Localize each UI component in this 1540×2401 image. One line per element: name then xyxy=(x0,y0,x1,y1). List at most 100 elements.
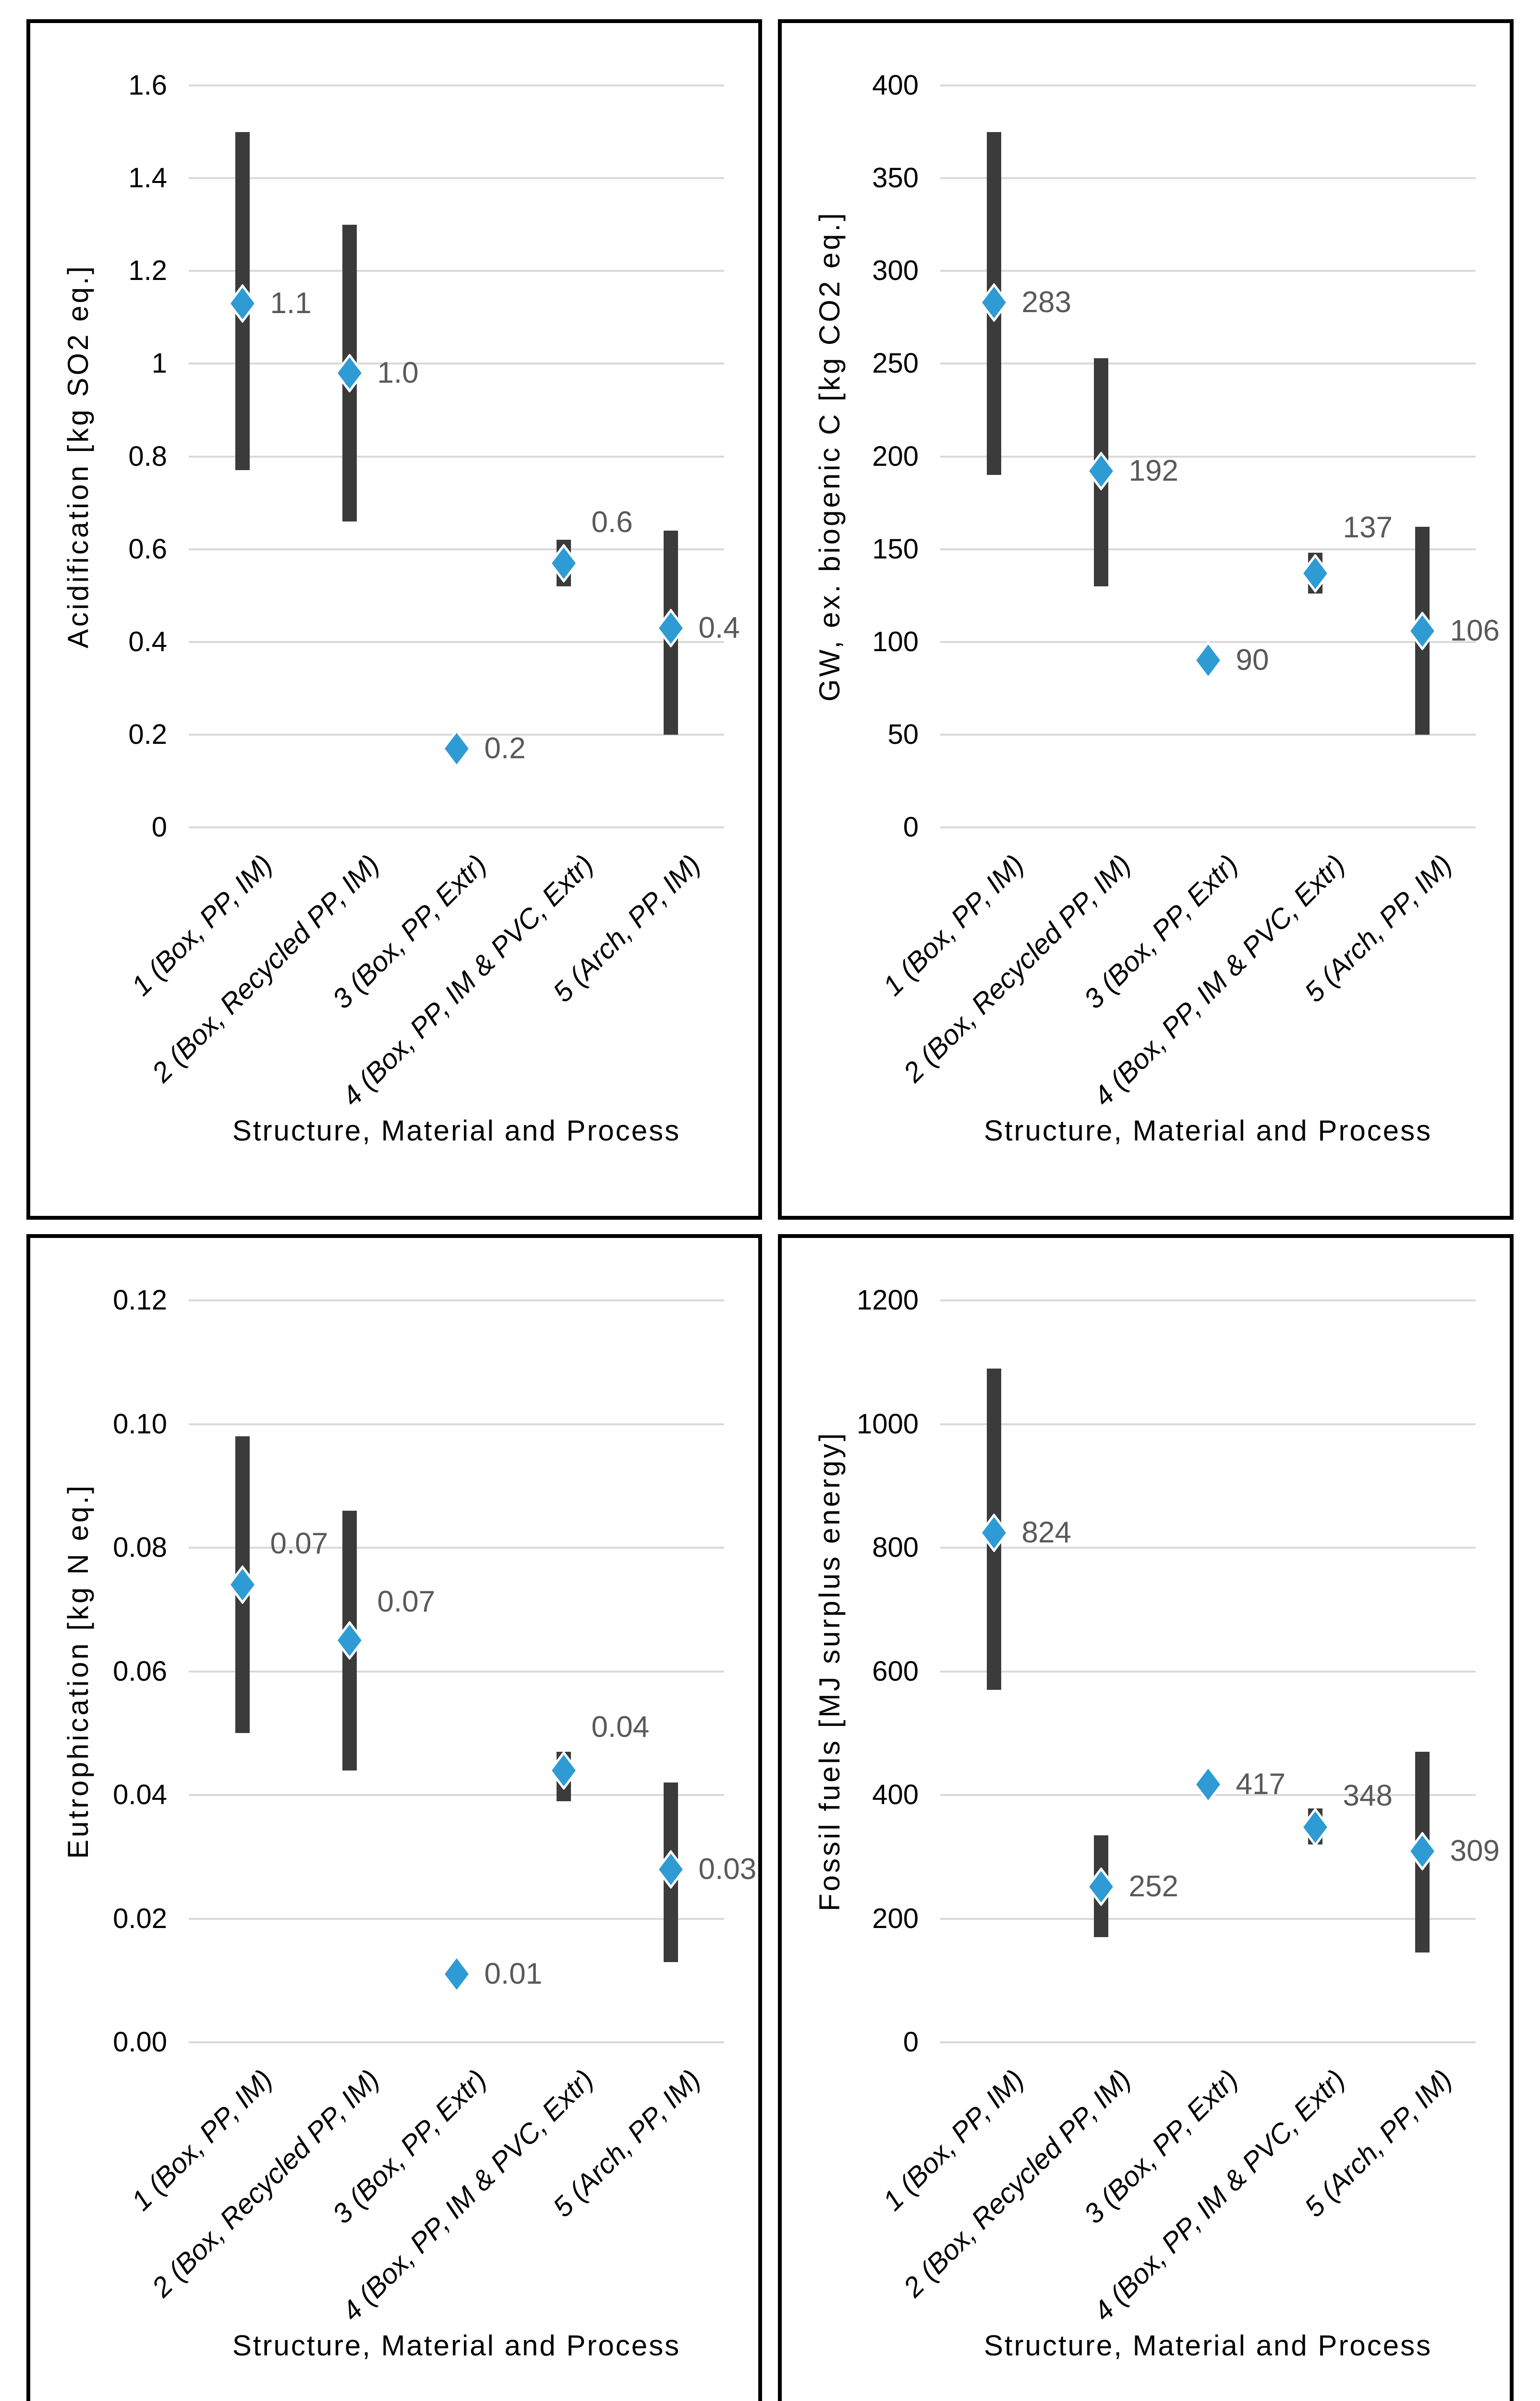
y-tick-label: 0.06 xyxy=(113,1655,167,1687)
data-point-marker xyxy=(1407,1832,1438,1871)
gridline xyxy=(940,1423,1476,1425)
data-point-label: 309 xyxy=(1450,1834,1500,1868)
data-point-marker xyxy=(227,1565,258,1604)
data-point-label: 0.4 xyxy=(698,611,740,644)
data-point-label: 1.0 xyxy=(377,356,419,389)
y-tick-label: 800 xyxy=(872,1532,919,1563)
x-axis-title: Structure, Material and Process xyxy=(983,2329,1432,2362)
gridline xyxy=(189,826,724,828)
chart-panel-fossil-fuels: Fossil fuels [MJ surplus energy] 0 200 400… xyxy=(778,1234,1514,2401)
data-point-label: 824 xyxy=(1021,1516,1071,1550)
data-point-label: 106 xyxy=(1450,614,1500,647)
y-tick-label: 0.02 xyxy=(113,1903,167,1934)
y-tick-label: 0 xyxy=(903,812,919,843)
gridline xyxy=(940,177,1476,180)
x-axis-title: Structure, Material and Process xyxy=(983,1115,1432,1147)
data-point-marker xyxy=(1193,641,1224,680)
gridline xyxy=(189,1547,724,1549)
y-tick-label: 0.00 xyxy=(113,2026,167,2058)
gridline xyxy=(940,548,1476,550)
gridline xyxy=(940,2041,1476,2043)
gridline xyxy=(189,1670,724,1673)
x-axis-title: Structure, Material and Process xyxy=(232,2329,681,2362)
data-point-label: 0.07 xyxy=(377,1585,436,1619)
data-point-label: 0.03 xyxy=(698,1852,757,1886)
plot-area: 0.00 0.02 0.04 0.06 0.08 0.10 0.12 0.07 1 (Box, … xyxy=(30,1238,758,2401)
plot-area: 0 200 400 600 800 1000 1200 824 1 (Box, PP, IM) 2… xyxy=(782,1238,1510,2401)
data-point-label: 0.2 xyxy=(484,731,526,765)
data-point-label: 252 xyxy=(1128,1869,1178,1903)
y-tick-label: 600 xyxy=(872,1655,919,1687)
data-point-label: 348 xyxy=(1343,1779,1393,1812)
data-point-label: 1.1 xyxy=(270,286,312,320)
data-point-label: 0.07 xyxy=(270,1527,328,1561)
data-point-marker xyxy=(441,729,472,768)
data-point-label: 192 xyxy=(1128,454,1178,488)
gridline xyxy=(189,363,724,365)
data-point-marker xyxy=(1407,611,1438,650)
y-tick-label: 0.2 xyxy=(128,718,167,750)
chart-panel-eutrophication: Eutrophication [kg N eq.] 0.00 0.02 0.04 0.… xyxy=(26,1234,762,2401)
data-point-marker xyxy=(1193,1765,1224,1804)
data-point-label: 283 xyxy=(1021,285,1071,319)
gridline xyxy=(189,1423,724,1425)
y-tick-label: 350 xyxy=(872,162,919,194)
gridline xyxy=(940,1917,1476,1920)
data-point-marker xyxy=(548,544,579,582)
y-tick-label: 1.4 xyxy=(128,162,167,194)
chart-panel-acidification: Acidification [kg SO2 eq.] 0 0.2 0.4 0.6 0.8… xyxy=(26,19,762,1220)
gridline xyxy=(189,548,724,550)
y-tick-label: 100 xyxy=(872,626,919,657)
data-point-label: 90 xyxy=(1236,643,1269,677)
y-tick-label: 150 xyxy=(872,533,919,565)
y-tick-label: 400 xyxy=(872,70,919,101)
data-point-marker xyxy=(1300,554,1331,593)
data-point-marker xyxy=(1086,1867,1116,1906)
data-point-label: 0.6 xyxy=(591,505,633,539)
gridline xyxy=(189,1917,724,1920)
y-tick-label: 300 xyxy=(872,255,919,287)
gridline xyxy=(940,826,1476,828)
chart-panel-global-warming: GW, ex. biogenic C [kg CO2 eq.] 0 50 100 15… xyxy=(778,19,1514,1220)
gridline xyxy=(189,1299,724,1301)
y-tick-label: 0 xyxy=(151,812,167,843)
y-tick-label: 0.6 xyxy=(128,533,167,565)
data-point-marker xyxy=(1086,452,1116,491)
data-point-marker xyxy=(1300,1807,1331,1846)
y-tick-label: 0.12 xyxy=(113,1285,167,1316)
gridline xyxy=(189,177,724,180)
gridline xyxy=(189,641,724,643)
data-point-marker xyxy=(227,284,258,323)
y-tick-label: 0.8 xyxy=(128,440,167,472)
plot-area: 0 50 100 150 200 250 300 350 400 283 1 (Box, PP, I… xyxy=(782,23,1510,1216)
data-point-marker xyxy=(548,1751,579,1790)
y-tick-label: 50 xyxy=(887,718,919,750)
y-tick-label: 0.10 xyxy=(113,1408,167,1440)
data-point-marker xyxy=(441,1955,472,1994)
gridline xyxy=(940,1299,1476,1301)
data-point-marker xyxy=(655,608,686,647)
y-tick-label: 1000 xyxy=(856,1408,919,1440)
y-tick-label: 1.6 xyxy=(128,70,167,101)
data-point-label: 0.04 xyxy=(591,1710,650,1744)
data-point-label: 0.01 xyxy=(484,1957,543,1991)
y-tick-label: 200 xyxy=(872,1903,919,1934)
data-point-marker xyxy=(334,353,365,392)
data-point-marker xyxy=(655,1850,686,1889)
y-tick-label: 1.2 xyxy=(128,255,167,287)
data-point-marker xyxy=(334,1621,365,1660)
y-tick-label: 0.04 xyxy=(113,1779,167,1810)
gridline xyxy=(940,363,1476,365)
data-point-marker xyxy=(979,283,1009,322)
gridline xyxy=(189,455,724,458)
plot-area: 0 0.2 0.4 0.6 0.8 1 1.2 1.4 1.6 1.1 1 (Box, PP, IM… xyxy=(30,23,758,1216)
gridline xyxy=(940,455,1476,458)
y-tick-label: 1200 xyxy=(856,1285,919,1316)
y-tick-label: 0.08 xyxy=(113,1532,167,1563)
y-tick-label: 0.4 xyxy=(128,626,167,657)
gridline xyxy=(940,1547,1476,1549)
data-point-label: 137 xyxy=(1343,510,1393,544)
gridline xyxy=(189,2041,724,2043)
gridline xyxy=(940,733,1476,736)
